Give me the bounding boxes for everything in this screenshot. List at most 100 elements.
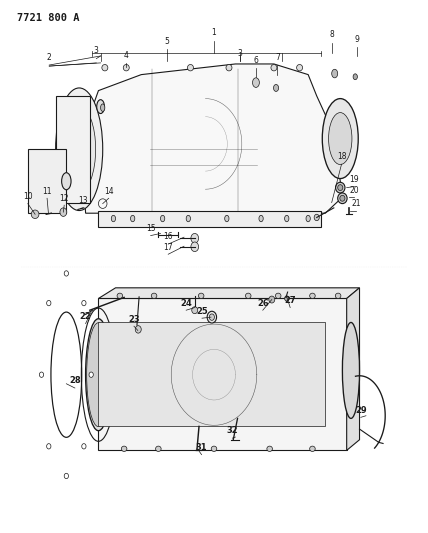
Polygon shape <box>28 149 66 213</box>
Ellipse shape <box>338 184 343 191</box>
Ellipse shape <box>47 443 51 449</box>
Text: 3: 3 <box>94 46 99 55</box>
Polygon shape <box>98 211 321 227</box>
Text: 7721 800 A: 7721 800 A <box>17 13 80 23</box>
Polygon shape <box>81 64 342 213</box>
Ellipse shape <box>60 208 67 216</box>
Ellipse shape <box>62 173 71 190</box>
Ellipse shape <box>111 215 116 222</box>
Ellipse shape <box>340 196 345 201</box>
Text: 9: 9 <box>355 35 360 44</box>
Text: 25: 25 <box>196 306 208 316</box>
Ellipse shape <box>276 293 281 298</box>
Text: 5: 5 <box>164 37 169 46</box>
Text: 10: 10 <box>23 192 33 201</box>
Ellipse shape <box>123 64 129 71</box>
Ellipse shape <box>225 215 229 222</box>
Ellipse shape <box>82 443 86 449</box>
Ellipse shape <box>97 100 104 114</box>
Polygon shape <box>98 288 360 298</box>
Ellipse shape <box>329 112 352 165</box>
Text: 21: 21 <box>351 199 361 208</box>
Ellipse shape <box>56 88 103 211</box>
Ellipse shape <box>151 293 157 298</box>
Text: 14: 14 <box>104 187 113 196</box>
Ellipse shape <box>62 107 95 192</box>
Ellipse shape <box>226 64 232 71</box>
Text: 7: 7 <box>275 53 280 62</box>
Ellipse shape <box>64 473 68 479</box>
Text: 31: 31 <box>196 443 208 452</box>
Ellipse shape <box>155 446 161 451</box>
Ellipse shape <box>86 319 111 431</box>
Text: 27: 27 <box>284 296 296 305</box>
Ellipse shape <box>89 372 93 377</box>
Text: 28: 28 <box>69 376 81 385</box>
Ellipse shape <box>245 293 251 298</box>
Ellipse shape <box>101 104 105 111</box>
Polygon shape <box>98 322 325 426</box>
Ellipse shape <box>336 293 341 298</box>
Text: 4: 4 <box>124 51 129 60</box>
Ellipse shape <box>135 326 141 333</box>
Ellipse shape <box>267 446 272 451</box>
Ellipse shape <box>310 446 315 451</box>
Text: 13: 13 <box>78 196 88 205</box>
Text: 12: 12 <box>59 193 69 203</box>
Ellipse shape <box>353 74 357 80</box>
Ellipse shape <box>211 446 217 451</box>
Ellipse shape <box>285 296 289 301</box>
Polygon shape <box>56 96 90 203</box>
Ellipse shape <box>259 215 263 222</box>
Polygon shape <box>98 298 347 450</box>
Ellipse shape <box>191 242 199 252</box>
Text: 23: 23 <box>128 314 140 324</box>
Ellipse shape <box>117 293 123 298</box>
Ellipse shape <box>39 372 44 377</box>
Ellipse shape <box>322 99 358 179</box>
Polygon shape <box>347 288 360 450</box>
Text: 22: 22 <box>80 312 92 321</box>
Text: 11: 11 <box>42 187 52 196</box>
Ellipse shape <box>64 271 68 276</box>
Ellipse shape <box>102 64 108 71</box>
Ellipse shape <box>253 78 259 87</box>
Ellipse shape <box>342 322 360 418</box>
Ellipse shape <box>207 311 217 323</box>
Ellipse shape <box>297 64 303 71</box>
Ellipse shape <box>285 215 289 222</box>
Text: 15: 15 <box>146 224 155 233</box>
Text: 19: 19 <box>350 175 359 184</box>
Ellipse shape <box>271 64 277 71</box>
Ellipse shape <box>160 215 165 222</box>
Text: 20: 20 <box>350 185 359 195</box>
Ellipse shape <box>82 301 86 306</box>
Ellipse shape <box>314 214 319 221</box>
Ellipse shape <box>187 64 193 71</box>
Text: 18: 18 <box>337 152 346 161</box>
Ellipse shape <box>131 215 135 222</box>
Ellipse shape <box>191 233 199 243</box>
Text: 8: 8 <box>329 30 334 39</box>
Ellipse shape <box>209 314 214 320</box>
Ellipse shape <box>31 210 39 219</box>
Ellipse shape <box>310 293 315 298</box>
Ellipse shape <box>332 69 338 78</box>
Ellipse shape <box>192 307 198 313</box>
Text: 24: 24 <box>180 298 192 308</box>
Ellipse shape <box>306 215 310 222</box>
Ellipse shape <box>273 84 279 92</box>
Ellipse shape <box>198 293 204 298</box>
Text: 1: 1 <box>211 28 217 37</box>
Ellipse shape <box>47 301 51 306</box>
Ellipse shape <box>186 215 190 222</box>
Text: 32: 32 <box>226 426 238 435</box>
Ellipse shape <box>338 193 347 204</box>
Ellipse shape <box>336 182 345 193</box>
Ellipse shape <box>121 446 127 451</box>
Text: 17: 17 <box>163 243 173 252</box>
Text: 16: 16 <box>163 232 173 241</box>
Ellipse shape <box>86 323 110 426</box>
Text: 3: 3 <box>237 49 242 58</box>
Ellipse shape <box>269 296 275 303</box>
